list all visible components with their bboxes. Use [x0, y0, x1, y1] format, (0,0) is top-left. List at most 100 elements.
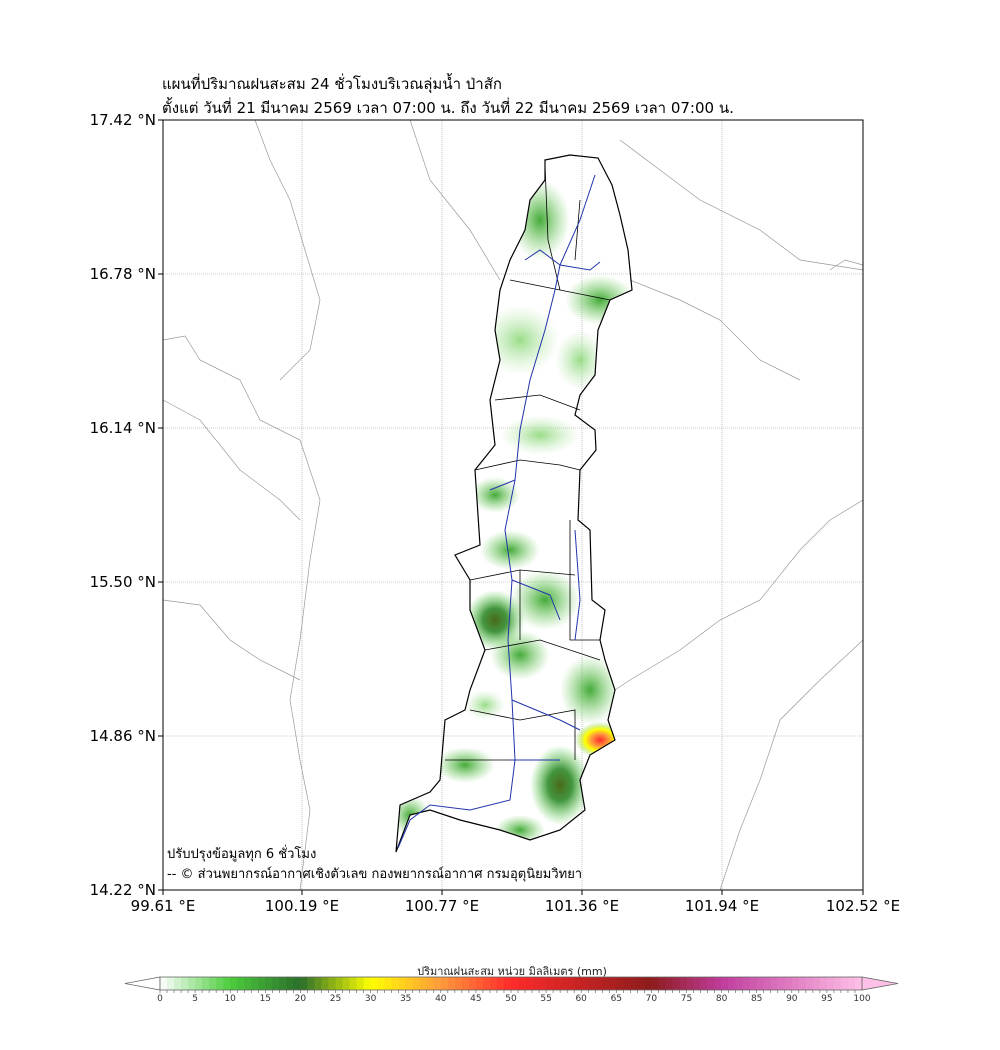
colorbar-swatch — [756, 977, 765, 990]
colorbar-tick-label: 60 — [575, 994, 587, 1004]
colorbar-swatch — [602, 977, 610, 990]
colorbar-tick-label: 55 — [540, 994, 552, 1004]
colorbar-swatch — [539, 977, 547, 990]
colorbar-swatch — [735, 977, 743, 990]
colorbar-swatch — [419, 977, 428, 990]
colorbar-swatch — [854, 977, 863, 990]
colorbar — [124, 976, 899, 993]
colorbar-swatch — [581, 977, 589, 990]
colorbar-swatch — [847, 977, 856, 990]
colorbar-swatch — [553, 977, 561, 990]
colorbar-tick-label: 15 — [259, 994, 272, 1004]
colorbar-swatch — [503, 977, 512, 990]
colorbar-tick-label: 50 — [505, 994, 517, 1004]
colorbar-swatch — [272, 977, 280, 990]
colorbar-tick-label: 70 — [645, 994, 658, 1004]
y-tick-label: 16.14 °N — [89, 419, 156, 437]
colorbar-border — [159, 976, 863, 991]
colorbar-swatch — [454, 977, 463, 990]
colorbar-swatch — [370, 977, 378, 990]
colorbar-swatch — [721, 977, 729, 990]
colorbar-swatch — [574, 977, 582, 990]
colorbar-swatch — [511, 977, 519, 990]
colorbar-tick-label: 90 — [786, 994, 798, 1004]
colorbar-swatch — [181, 977, 189, 990]
colorbar-swatch — [658, 977, 666, 990]
colorbar-swatch — [798, 977, 807, 990]
colorbar-swatch — [840, 977, 849, 990]
colorbar-swatch — [749, 977, 757, 990]
colorbar-tick-label: 65 — [610, 994, 623, 1004]
colorbar-swatch — [223, 977, 231, 990]
colorbar-swatch — [637, 977, 645, 990]
plot-border — [162, 119, 864, 891]
colorbar-swatch — [763, 977, 772, 990]
colorbar-swatch — [307, 977, 315, 990]
x-tick-label: 101.36 °E — [544, 897, 620, 915]
colorbar-swatch — [475, 977, 484, 990]
colorbar-swatch — [588, 977, 596, 990]
colorbar-swatch — [693, 977, 701, 990]
colorbar-swatch — [791, 977, 800, 990]
colorbar-tick-label: 40 — [435, 994, 447, 1004]
colorbar-swatch — [609, 977, 617, 990]
colorbar-swatch — [468, 977, 477, 990]
colorbar-tick-label: 45 — [470, 994, 482, 1004]
colorbar-swatch — [356, 977, 364, 990]
colorbar-swatch — [616, 977, 624, 990]
colorbar-tick-label: 25 — [329, 994, 342, 1004]
x-tick-label: 100.77 °E — [404, 897, 480, 915]
colorbar-tick-label: 75 — [680, 994, 693, 1004]
colorbar-tick-label: 100 — [853, 994, 871, 1004]
colorbar-swatch — [546, 977, 554, 990]
colorbar-swatch — [623, 977, 631, 990]
colorbar-swatch — [461, 977, 470, 990]
y-tick-label: 14.22 °N — [89, 881, 156, 899]
colorbar-tick-label: 0 — [157, 994, 163, 1004]
colorbar-swatch — [482, 977, 491, 990]
colorbar-swatch — [342, 977, 350, 990]
colorbar-tick-label: 20 — [294, 994, 307, 1004]
colorbar-swatch — [398, 977, 406, 990]
x-tick-label: 100.19 °E — [264, 897, 340, 915]
colorbar-swatch — [314, 977, 322, 990]
colorbar-swatch — [160, 977, 168, 990]
update-note: ปรับปรุงข้อมูลทุก 6 ชั่วโมง — [167, 847, 317, 862]
colorbar-swatch — [686, 977, 694, 990]
y-tick-label: 14.86 °N — [89, 727, 156, 745]
colorbar-swatch — [433, 977, 442, 990]
colorbar-swatch — [595, 977, 603, 990]
colorbar-swatch — [447, 977, 456, 990]
colorbar-swatch — [216, 977, 224, 990]
colorbar-swatch — [770, 977, 779, 990]
colorbar-swatch — [237, 977, 245, 990]
colorbar-swatch — [384, 977, 392, 990]
colorbar-swatch — [265, 977, 273, 990]
map-title: แผนที่ปริมาณฝนสะสม 24 ชั่วโมงบริเวณลุ่มน… — [162, 75, 502, 93]
colorbar-swatch — [258, 977, 266, 990]
colorbar-tick-label: 85 — [750, 994, 763, 1004]
x-tick-label: 102.52 °E — [825, 897, 901, 915]
colorbar-swatch — [167, 977, 175, 990]
colorbar-swatch — [377, 977, 385, 990]
colorbar-swatch — [286, 977, 294, 990]
colorbar-swatch — [665, 977, 673, 990]
colorbar-tick-label: 10 — [224, 994, 236, 1004]
colorbar-swatch — [321, 977, 329, 990]
colorbar-swatch — [335, 977, 343, 990]
colorbar-swatch — [496, 977, 505, 990]
colorbar-swatch — [412, 977, 421, 990]
axis-ticks — [158, 119, 864, 895]
colorbar-swatch — [728, 977, 736, 990]
colorbar-swatch — [525, 977, 533, 990]
colorbar-swatch — [244, 977, 252, 990]
colorbar-swatch — [188, 977, 196, 990]
colorbar-swatch — [784, 977, 793, 990]
admin-boundaries — [162, 119, 864, 891]
colorbar-swatch — [714, 977, 722, 990]
colorbar-swatch — [489, 977, 498, 990]
colorbar-swatch — [279, 977, 287, 990]
colorbar-swatch — [630, 977, 638, 990]
colorbar-tick-label: 95 — [821, 994, 833, 1004]
